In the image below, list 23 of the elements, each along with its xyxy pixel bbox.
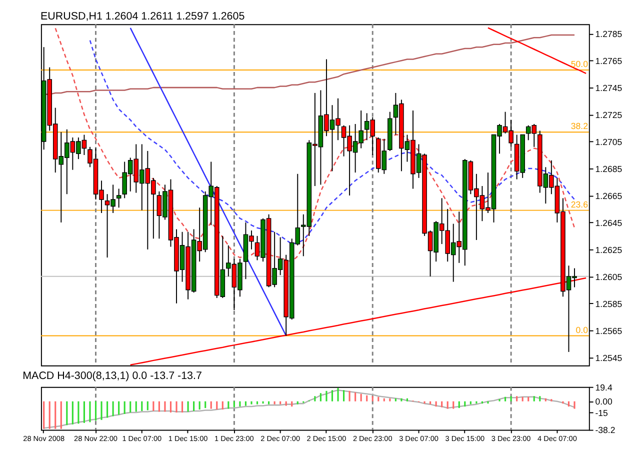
y-tick-label: 1.2565 — [595, 326, 622, 336]
y-tick-label: -15 — [595, 408, 608, 418]
y-tick-label: 1.2745 — [595, 82, 622, 93]
annotation: 38.2 — [570, 121, 588, 132]
y-tick-label: 1.2585 — [595, 298, 622, 309]
annotation: 23.6 — [570, 199, 588, 210]
chart-title: MACD H4-300(8,13,1) 0.0 -13.7 -13.7 — [22, 370, 202, 382]
y-tick-label: 0.00 — [595, 396, 612, 407]
y-tick-label: -38.2 — [595, 425, 616, 436]
chart-title: EURUSD,H1 1.2604 1.2611 1.2597 1.2605 — [40, 10, 245, 23]
y-tick-label: 1.2785 — [595, 29, 622, 40]
y-tick-label: 1.2545 — [595, 352, 622, 363]
y-tick-label: 1.2605 — [595, 272, 622, 282]
y-tick-label: 1.2685 — [595, 164, 622, 174]
annotation: 50.0 — [570, 59, 588, 70]
y-tick-label: 1.2625 — [595, 244, 622, 255]
y-tick-label: 1.2725 — [595, 110, 622, 120]
y-tick-label: 1.2645 — [595, 218, 622, 228]
y-tick-label: 1.2765 — [595, 56, 622, 66]
y-tick-label: 1.2665 — [595, 190, 622, 201]
y-tick-label: 19.4 — [595, 382, 612, 392]
annotation: 0.0 — [576, 324, 588, 335]
y-tick-label: 1.2705 — [595, 136, 622, 147]
